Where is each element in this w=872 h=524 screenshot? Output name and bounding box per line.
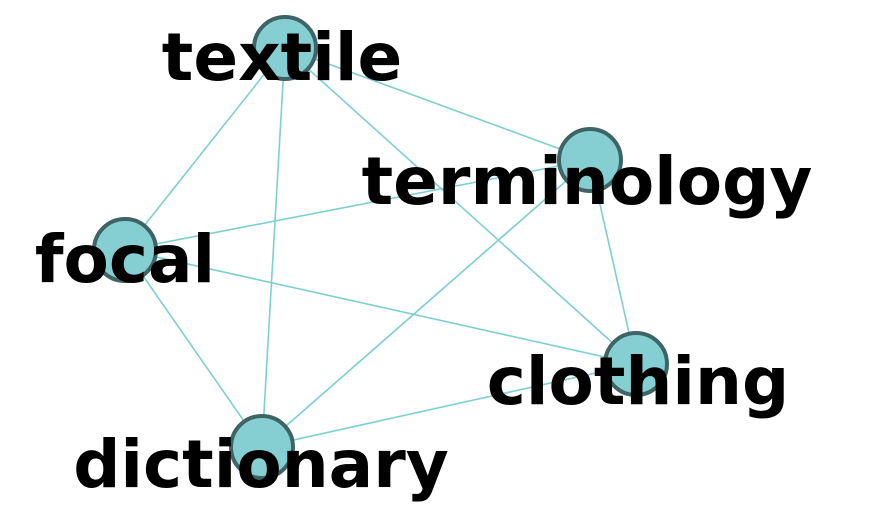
- labels-layer: textile terminology focal clothing dictionar…: [35, 19, 813, 503]
- edge-clothing-dictionary: [261, 363, 637, 448]
- node-clothing: [603, 331, 669, 397]
- node-label-focal: focal: [35, 221, 215, 298]
- node-textile: [252, 15, 318, 81]
- node-focal: [92, 217, 158, 283]
- edge-terminology-dictionary: [261, 159, 591, 448]
- node-label-terminology: terminology: [362, 143, 813, 220]
- edge-focal-clothing: [124, 249, 637, 365]
- edge-textile-clothing: [284, 47, 637, 365]
- nodes-layer: [92, 15, 669, 480]
- node-label-textile: textile: [162, 19, 402, 96]
- node-terminology: [557, 127, 623, 193]
- edge-terminology-clothing: [589, 159, 637, 365]
- edge-textile-terminology: [284, 47, 591, 161]
- node-label-clothing: clothing: [487, 343, 789, 420]
- edge-textile-dictionary: [261, 47, 286, 448]
- node-dictionary: [229, 414, 295, 480]
- edge-textile-focal: [124, 47, 286, 251]
- edge-terminology-focal: [124, 159, 591, 251]
- node-label-dictionary: dictionary: [73, 426, 449, 503]
- edges-layer: [124, 47, 637, 448]
- edge-focal-dictionary: [124, 249, 263, 448]
